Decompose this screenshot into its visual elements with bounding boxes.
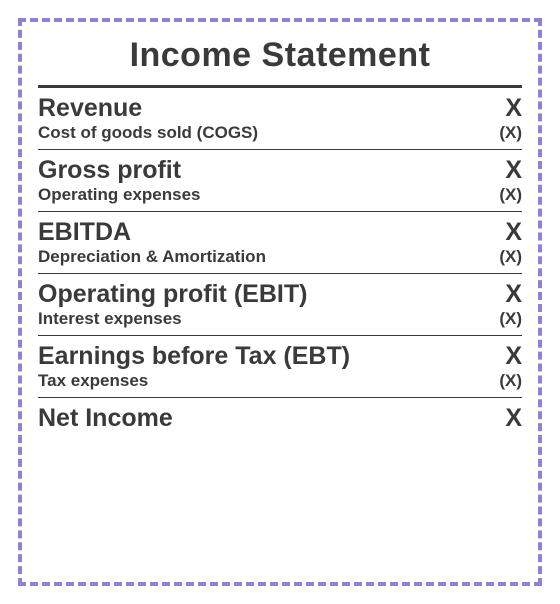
title: Income Statement	[38, 36, 522, 75]
value-da: (X)	[482, 247, 522, 267]
income-statement-card: Income Statement Revenue X Cost of goods…	[18, 18, 542, 586]
row-gross-profit: Gross profit X	[38, 150, 522, 185]
label-ebit: Operating profit (EBIT)	[38, 280, 307, 309]
row-net-income: Net Income X	[38, 398, 522, 433]
label-revenue: Revenue	[38, 94, 142, 123]
label-ebt: Earnings before Tax (EBT)	[38, 342, 350, 371]
row-cogs: Cost of goods sold (COGS) (X)	[38, 123, 522, 149]
value-interest: (X)	[482, 309, 522, 329]
label-gross-profit: Gross profit	[38, 156, 181, 185]
value-ebitda: X	[482, 218, 522, 247]
value-ebit: X	[482, 280, 522, 309]
label-interest: Interest expenses	[38, 309, 182, 329]
label-opex: Operating expenses	[38, 185, 201, 205]
row-opex: Operating expenses (X)	[38, 185, 522, 211]
value-tax: (X)	[482, 371, 522, 391]
row-da: Depreciation & Amortization (X)	[38, 247, 522, 273]
label-tax: Tax expenses	[38, 371, 148, 391]
value-ebt: X	[482, 342, 522, 371]
value-revenue: X	[482, 94, 522, 123]
value-net-income: X	[482, 404, 522, 433]
label-cogs: Cost of goods sold (COGS)	[38, 123, 258, 143]
value-opex: (X)	[482, 185, 522, 205]
value-cogs: (X)	[482, 123, 522, 143]
label-net-income: Net Income	[38, 404, 173, 433]
row-tax: Tax expenses (X)	[38, 371, 522, 397]
page: Income Statement Revenue X Cost of goods…	[0, 0, 560, 604]
value-gross-profit: X	[482, 156, 522, 185]
row-interest: Interest expenses (X)	[38, 309, 522, 335]
row-revenue: Revenue X	[38, 88, 522, 123]
label-da: Depreciation & Amortization	[38, 247, 266, 267]
row-ebt: Earnings before Tax (EBT) X	[38, 336, 522, 371]
row-ebitda: EBITDA X	[38, 212, 522, 247]
label-ebitda: EBITDA	[38, 218, 131, 247]
row-ebit: Operating profit (EBIT) X	[38, 274, 522, 309]
